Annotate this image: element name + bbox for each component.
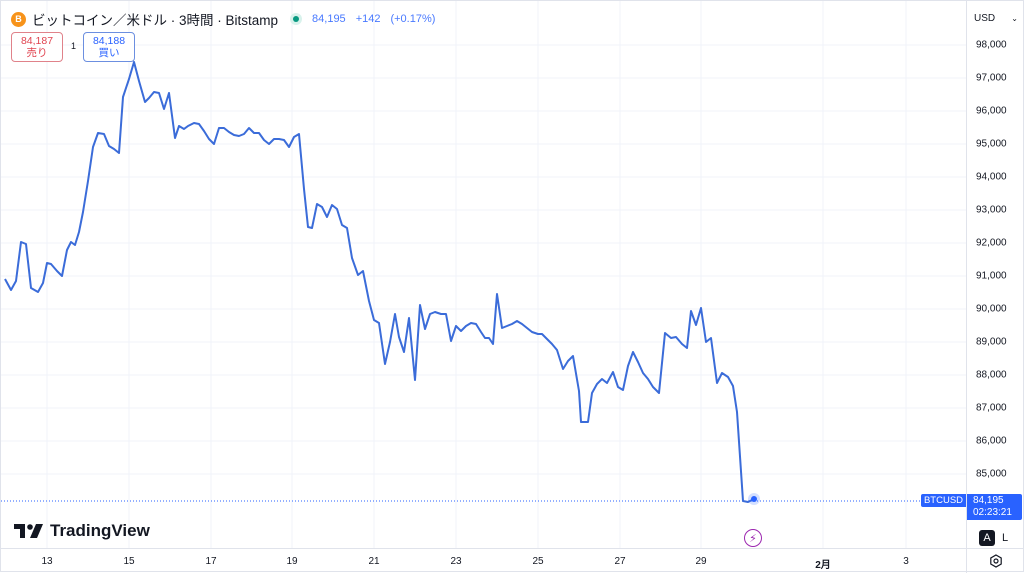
bar-countdown: 02:23:21: [973, 507, 1012, 518]
time-tick-label: 3: [903, 556, 909, 567]
sell-price: 84,187: [20, 35, 54, 47]
spread-value: 1: [71, 41, 77, 51]
buy-price: 84,188: [92, 35, 126, 47]
price-tick-label: 94,000: [976, 171, 1007, 183]
price-scale[interactable]: [966, 1, 1024, 548]
time-tick-label: 19: [286, 556, 298, 567]
price-tick-label: 92,000: [976, 237, 1007, 249]
price-change-pct: (+0.17%): [390, 13, 436, 25]
time-tick-label: 27: [614, 556, 626, 567]
symbol-title: ビットコイン／米ドル · 3時間 · Bitstamp: [32, 13, 279, 28]
grid-lines: [1, 1, 966, 548]
price-line: [4, 61, 755, 503]
log-scale-button[interactable]: L: [997, 530, 1013, 546]
price-tick-label: 96,000: [976, 105, 1007, 117]
price-tick-label: 95,000: [976, 138, 1007, 150]
settings-hex-icon: [990, 554, 1002, 568]
chevron-down-icon: ⌄: [1011, 13, 1018, 23]
price-tick-label: 98,000: [976, 39, 1007, 51]
tradingview-logo-icon: [14, 524, 43, 538]
price-tick-label: 97,000: [976, 72, 1007, 84]
last-price: 84,195: [312, 13, 346, 25]
price-tick-label: 89,000: [976, 336, 1007, 348]
currency-select[interactable]: USD ⌄: [970, 7, 1022, 29]
price-tick-label: 91,000: [976, 270, 1007, 282]
price-tick-label: 85,000: [976, 468, 1007, 480]
current-price-tag: 84,195 02:23:21: [967, 494, 1022, 520]
auto-scale-button[interactable]: A: [979, 530, 995, 546]
bitcoin-icon: B: [11, 11, 26, 27]
time-tick-label: 21: [368, 556, 380, 567]
symbol-tag: BTCUSD: [921, 494, 966, 507]
symbol-legend[interactable]: B ビットコイン／米ドル · 3時間 · Bitstamp 84,195 +14…: [11, 9, 435, 29]
chart-settings-button[interactable]: [966, 548, 1024, 573]
price-change: +142: [355, 13, 381, 25]
time-tick-label: 13: [41, 556, 53, 567]
price-tick-label: 88,000: [976, 369, 1007, 381]
time-tick-label: 2月: [815, 560, 831, 571]
time-tick-label: 17: [205, 556, 217, 567]
buy-button[interactable]: 84,188 買い: [83, 32, 135, 62]
price-tick-label: 87,000: [976, 402, 1007, 414]
chart-canvas: [1, 1, 966, 548]
chart-plot-area[interactable]: [1, 1, 966, 548]
currency-label: USD: [974, 12, 996, 24]
last-point-dot: [751, 496, 757, 502]
price-tick-label: 86,000: [976, 435, 1007, 447]
lightning-event-icon[interactable]: ⚡: [744, 529, 762, 547]
current-price: 84,195: [973, 495, 1004, 506]
market-open-icon: [290, 13, 303, 25]
price-tick-label: 93,000: [976, 204, 1007, 216]
sell-button[interactable]: 84,187 売り: [11, 32, 63, 62]
time-scale[interactable]: [1, 548, 966, 573]
buy-label: 買い: [98, 47, 120, 59]
time-tick-label: 25: [532, 556, 544, 567]
time-tick-label: 23: [450, 556, 462, 567]
tradingview-logo-text: TradingView: [50, 521, 150, 540]
price-tick-label: 90,000: [976, 303, 1007, 315]
tradingview-logo[interactable]: TradingView: [14, 521, 150, 541]
time-tick-label: 15: [123, 556, 135, 567]
time-tick-label: 29: [695, 556, 707, 567]
sell-label: 売り: [26, 47, 48, 59]
